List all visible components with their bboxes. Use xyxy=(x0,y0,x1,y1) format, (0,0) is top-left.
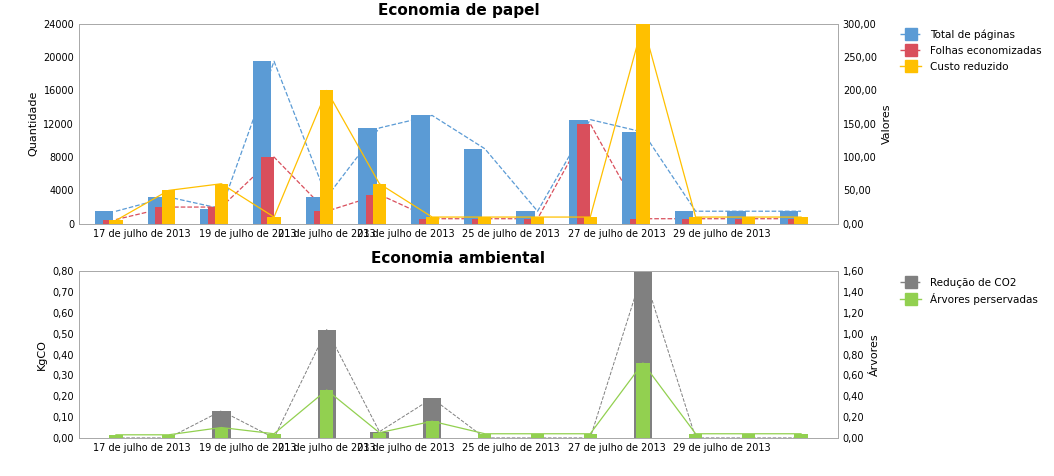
Bar xyxy=(675,211,692,224)
Bar xyxy=(795,434,807,438)
Legend: Total de páginas, Folhas economizadas, Custo reduzido: Total de páginas, Folhas economizadas, C… xyxy=(896,25,1046,76)
Bar xyxy=(637,24,649,224)
Bar xyxy=(95,211,114,224)
Bar xyxy=(162,435,175,438)
Title: Economia ambiental: Economia ambiental xyxy=(371,251,546,266)
Bar xyxy=(103,219,116,224)
Bar xyxy=(578,124,590,224)
Bar xyxy=(200,208,219,224)
Bar xyxy=(525,219,538,224)
Bar xyxy=(622,132,640,224)
Bar xyxy=(742,434,755,438)
Bar xyxy=(727,211,745,224)
Bar xyxy=(464,149,483,224)
Bar xyxy=(370,432,389,438)
Bar xyxy=(110,220,122,224)
Bar xyxy=(689,434,702,438)
Bar xyxy=(479,434,491,438)
Bar xyxy=(215,184,228,224)
Bar xyxy=(320,90,333,224)
Bar xyxy=(584,434,597,438)
Bar xyxy=(156,207,169,224)
Y-axis label: Quantidade: Quantidade xyxy=(27,91,38,157)
Bar xyxy=(423,398,442,438)
Bar xyxy=(742,217,755,224)
Bar xyxy=(531,217,544,224)
Bar xyxy=(373,433,386,438)
Bar xyxy=(683,219,696,224)
Bar xyxy=(162,190,175,224)
Bar xyxy=(630,219,643,224)
Y-axis label: Valores: Valores xyxy=(882,103,893,144)
Bar xyxy=(584,217,597,224)
Bar xyxy=(411,116,430,224)
Bar xyxy=(795,217,807,224)
Bar xyxy=(148,197,167,224)
Bar xyxy=(419,219,432,224)
Bar xyxy=(261,157,274,224)
Bar xyxy=(531,434,544,438)
Bar xyxy=(426,217,438,224)
Bar xyxy=(780,211,798,224)
Bar xyxy=(633,271,652,438)
Bar xyxy=(317,329,336,438)
Title: Economia de papel: Economia de papel xyxy=(377,3,540,19)
Bar xyxy=(208,207,221,224)
Bar xyxy=(736,219,748,224)
Bar xyxy=(367,195,379,224)
Bar xyxy=(479,217,491,224)
Bar xyxy=(472,219,485,224)
Bar xyxy=(426,421,438,438)
Bar xyxy=(689,217,702,224)
Bar xyxy=(313,211,327,224)
Bar xyxy=(253,61,272,224)
Bar xyxy=(320,390,333,438)
Bar xyxy=(306,197,325,224)
Legend: Redução de CO2, Árvores perservadas: Redução de CO2, Árvores perservadas xyxy=(896,273,1041,309)
Y-axis label: KgCO: KgCO xyxy=(37,339,47,370)
Bar xyxy=(212,411,231,438)
Y-axis label: Árvores: Árvores xyxy=(870,333,880,376)
Bar xyxy=(516,211,534,224)
Bar xyxy=(215,427,228,438)
Bar xyxy=(569,119,587,224)
Bar xyxy=(637,363,649,438)
Bar xyxy=(373,184,386,224)
Bar xyxy=(110,435,122,438)
Bar xyxy=(358,128,377,224)
Bar xyxy=(268,217,280,224)
Bar xyxy=(788,219,801,224)
Bar xyxy=(268,434,280,438)
